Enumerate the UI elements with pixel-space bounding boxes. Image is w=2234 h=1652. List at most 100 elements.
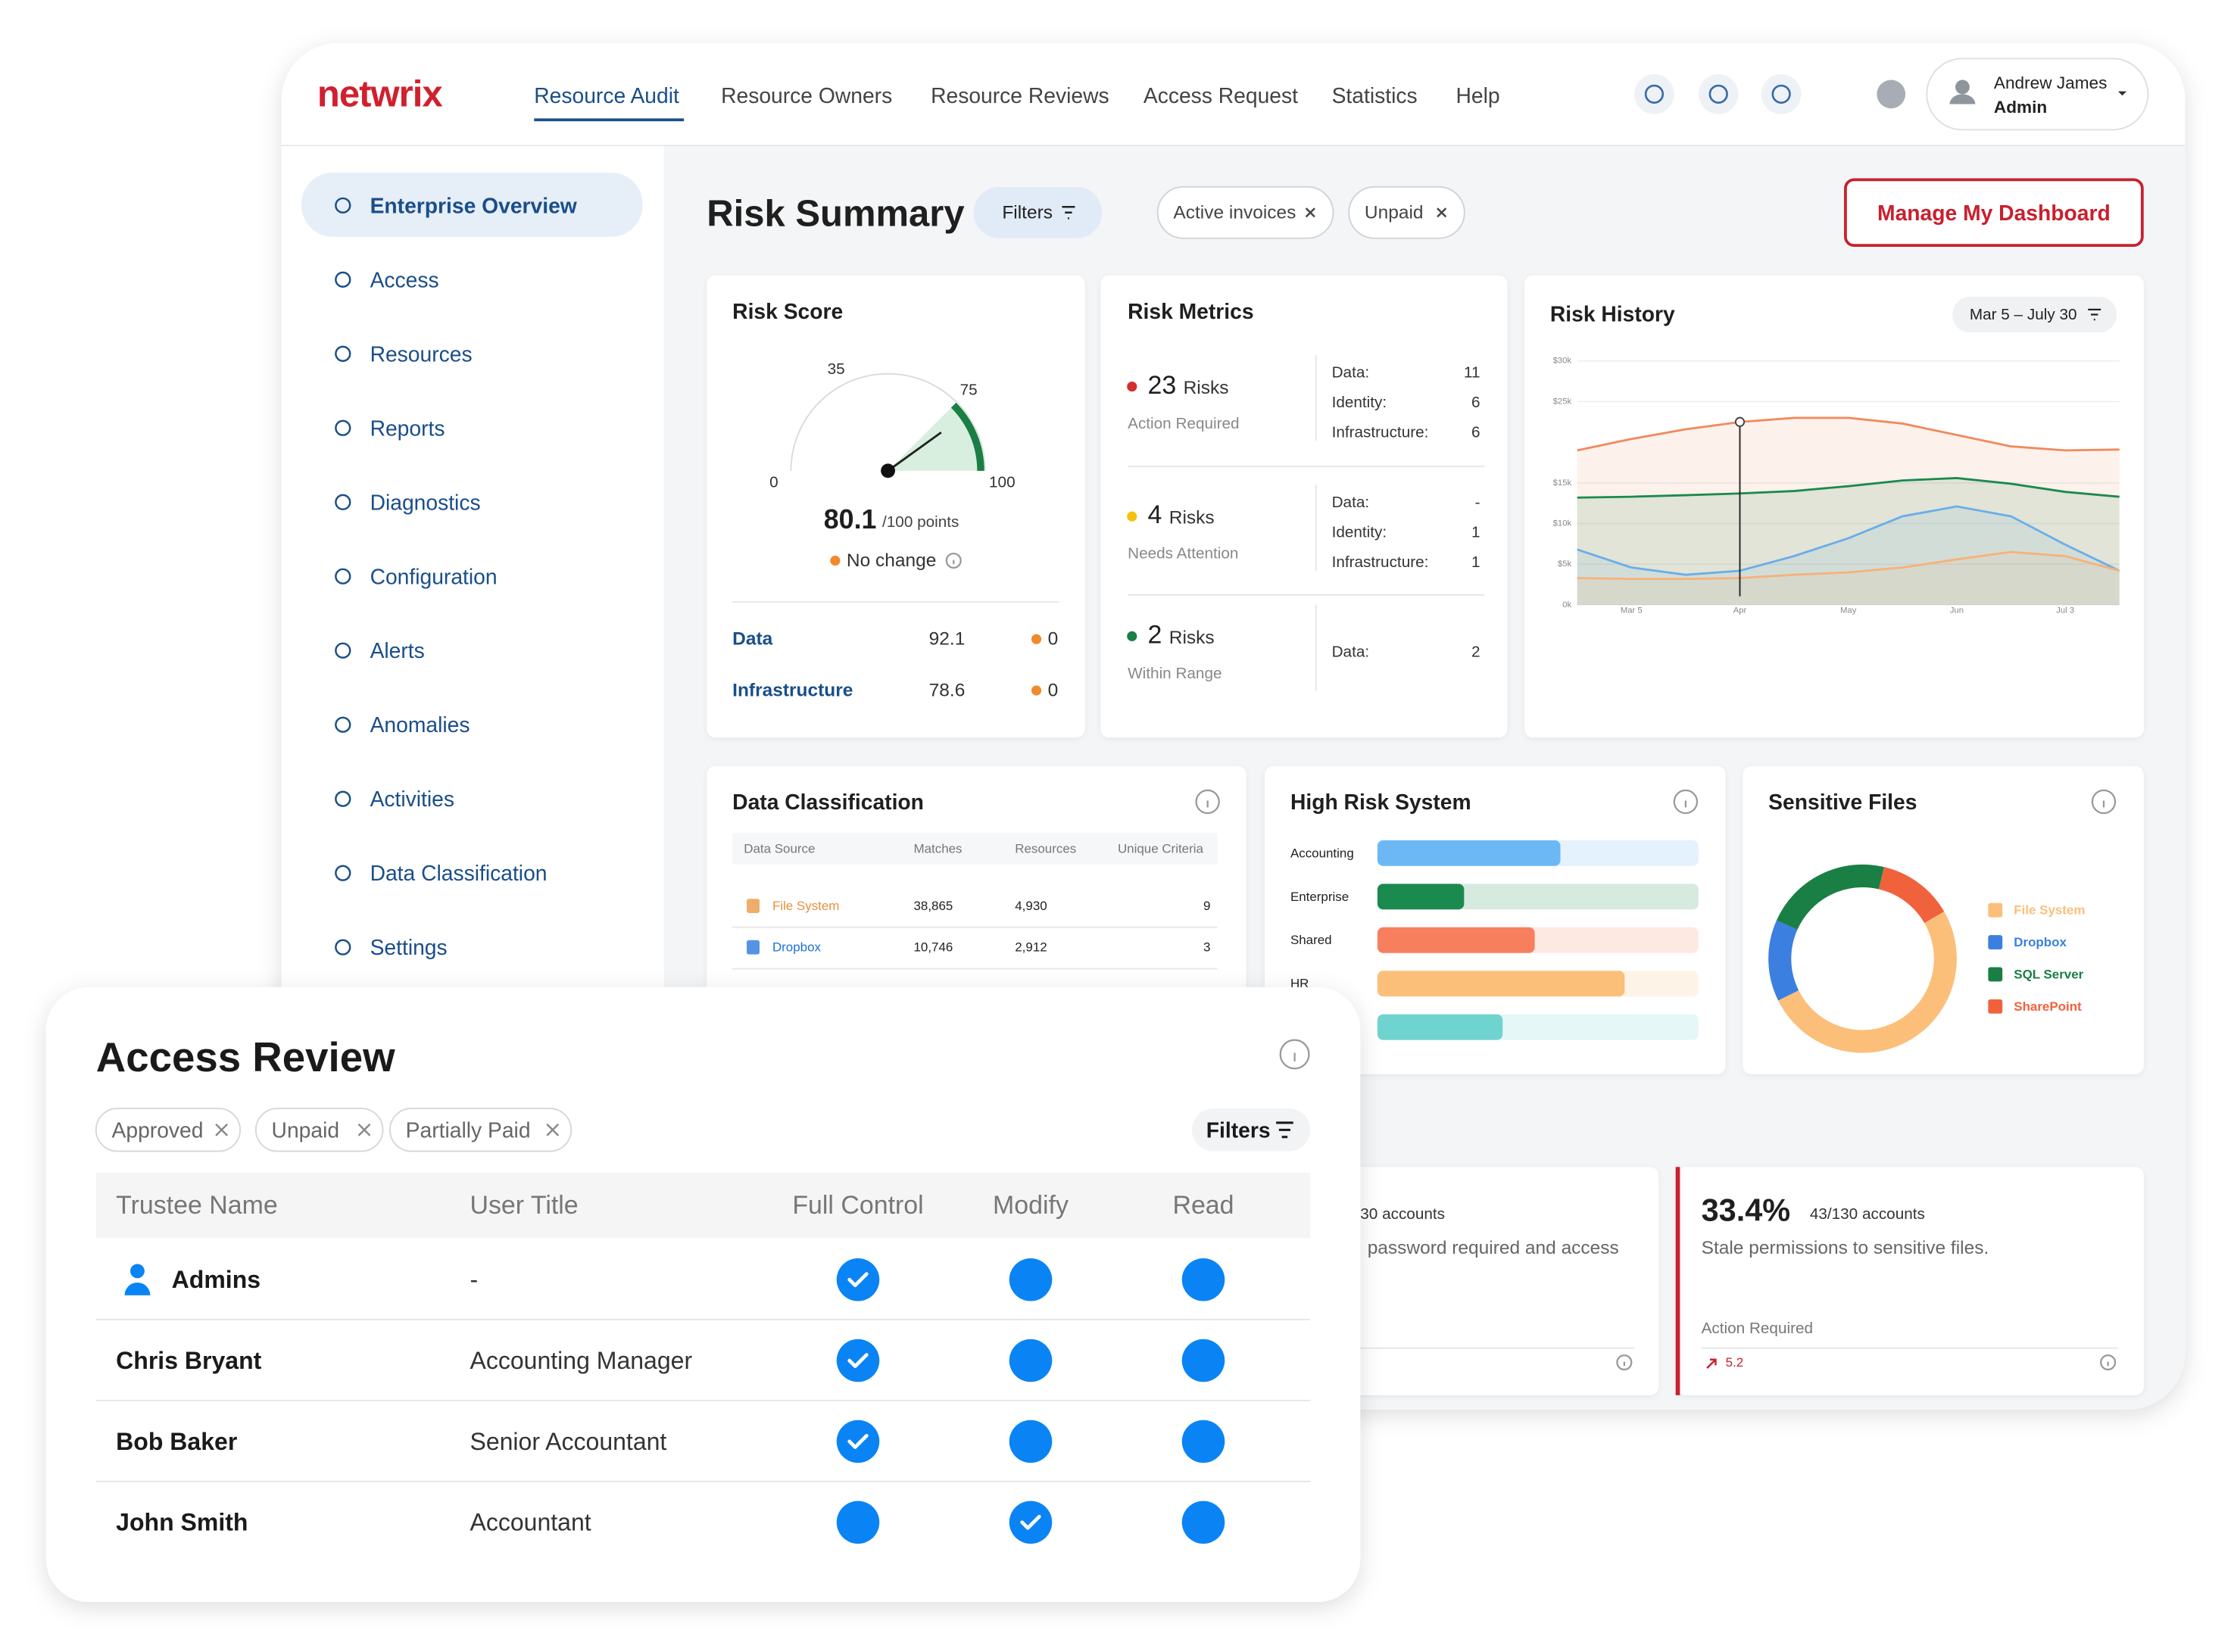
metric-label: Risks	[1169, 628, 1215, 648]
sidebar-link[interactable]: Alerts	[370, 638, 425, 662]
close-icon[interactable]	[1437, 207, 1447, 218]
header-icon-button[interactable]	[1698, 73, 1739, 114]
sidebar-link[interactable]: Configuration	[370, 564, 498, 588]
info-icon[interactable]	[2091, 789, 2117, 815]
stat-description: Stale permissions to sensitive files.	[1702, 1238, 1989, 1258]
header-icon-button[interactable]	[1634, 73, 1674, 114]
user-menu[interactable]	[1926, 58, 2149, 131]
metric-label: Risks	[1184, 378, 1229, 398]
trustee-name: Admins	[172, 1266, 261, 1293]
nav-link[interactable]: Help	[1456, 83, 1500, 108]
stat-trend: 5.2	[1726, 1355, 1744, 1370]
matches: 10,746	[913, 940, 953, 955]
close-icon[interactable]	[546, 1123, 560, 1136]
manage-dashboard-button[interactable]	[1844, 178, 2144, 247]
info-icon[interactable]	[1673, 789, 1699, 815]
permission-toggle[interactable]	[1009, 1420, 1053, 1463]
nav-link[interactable]: Resource Reviews	[931, 83, 1109, 108]
sidebar-link[interactable]: Resources	[370, 341, 473, 366]
permission-toggle[interactable]	[1181, 1258, 1225, 1301]
permission-toggle[interactable]	[1181, 1501, 1225, 1544]
metric-count: 4	[1148, 500, 1162, 529]
series-line	[1577, 505, 2120, 576]
user-menu-caret	[2117, 91, 2127, 96]
stat-accent	[1675, 1167, 1680, 1395]
permission-toggle[interactable]	[1009, 1258, 1053, 1301]
gauge-hub	[881, 463, 895, 478]
status-text: No change	[847, 550, 936, 571]
permission-toggle[interactable]	[836, 1420, 880, 1463]
close-icon[interactable]	[215, 1123, 229, 1136]
status-dot	[830, 555, 841, 566]
filters-button[interactable]	[973, 186, 1103, 238]
sidebar-link[interactable]: Data Classification	[370, 861, 548, 885]
filter-chip[interactable]	[1348, 185, 1465, 239]
nav-link[interactable]: Statistics	[1332, 83, 1418, 108]
nav-active-underline	[534, 118, 685, 122]
sidebar-link[interactable]: Access	[370, 267, 439, 291]
info-icon[interactable]	[1616, 1354, 1633, 1371]
metric-label: Risks	[1169, 507, 1215, 528]
series-line	[1577, 550, 2120, 581]
sidebar-icon	[335, 419, 351, 436]
permission-toggle[interactable]	[1009, 1501, 1053, 1544]
group-icon-head	[130, 1264, 145, 1279]
date-range-button[interactable]	[1952, 296, 2117, 333]
permission-toggle[interactable]	[1009, 1339, 1053, 1382]
series-area	[1577, 506, 2120, 605]
metric-detail-label: Data:	[1332, 644, 1370, 661]
filters-button[interactable]	[1191, 1108, 1311, 1152]
sidebar-icon	[335, 939, 351, 955]
sidebar-icon	[335, 642, 351, 659]
group-icon-body	[124, 1282, 151, 1295]
change-dot	[1031, 685, 1042, 696]
filter-chip-label: Active invoices	[1173, 202, 1296, 223]
hover-point	[1734, 416, 1746, 427]
permission-toggle[interactable]	[1181, 1420, 1225, 1463]
sidebar-link[interactable]: Diagnostics	[370, 490, 481, 514]
y-tick-label: $25k	[1553, 397, 1572, 406]
metric-status: Within Range	[1128, 665, 1222, 682]
help-icon[interactable]	[1877, 79, 1906, 109]
info-icon[interactable]	[1279, 1039, 1310, 1070]
change-dot	[1031, 634, 1042, 644]
filters-label: Filters	[1002, 202, 1053, 223]
table-header: Unique Criteria	[1118, 842, 1204, 856]
permission-toggle[interactable]	[1181, 1339, 1225, 1382]
nav-link[interactable]: Resource Audit	[534, 83, 679, 108]
filter-chip-label: Unpaid	[1365, 202, 1424, 223]
permission-toggle[interactable]	[836, 1258, 880, 1301]
info-icon[interactable]	[945, 552, 962, 569]
table-header: Matches	[913, 842, 962, 856]
filter-chip[interactable]	[1156, 185, 1334, 239]
close-icon[interactable]	[1305, 207, 1315, 218]
gauge-zone-edge	[950, 402, 984, 471]
legend-label: SharePoint	[2014, 999, 2082, 1014]
sidebar-link[interactable]: Activities	[370, 787, 454, 811]
header-icon-button[interactable]	[1761, 73, 1802, 114]
source-icon	[747, 899, 760, 913]
x-tick-label: May	[1840, 606, 1857, 615]
sidebar-link[interactable]: Enterprise Overview	[370, 193, 578, 217]
sidebar-link[interactable]: Reports	[370, 416, 445, 440]
info-icon[interactable]	[1195, 789, 1220, 815]
permission-toggle[interactable]	[836, 1339, 880, 1382]
filter-chip[interactable]	[389, 1108, 573, 1152]
metric-detail-label: Data:	[1332, 494, 1370, 511]
bar	[1377, 971, 1625, 997]
nav-link[interactable]: Resource Owners	[721, 83, 892, 108]
score-value: 78.6	[929, 680, 966, 700]
sidebar-icon	[335, 345, 351, 362]
close-icon[interactable]	[357, 1123, 371, 1136]
table-header-bg	[732, 833, 1218, 865]
sidebar-link[interactable]: Anomalies	[370, 712, 470, 737]
legend-icon	[1988, 902, 2003, 918]
sidebar-link[interactable]: Settings	[370, 935, 448, 959]
card	[1524, 275, 2144, 738]
card-title: Risk Score	[732, 299, 843, 323]
permission-toggle[interactable]	[836, 1501, 880, 1544]
filter-chip[interactable]	[254, 1108, 384, 1152]
nav-link[interactable]: Access Request	[1144, 83, 1298, 108]
filter-chip[interactable]	[95, 1108, 242, 1152]
info-icon[interactable]	[2100, 1354, 2117, 1371]
